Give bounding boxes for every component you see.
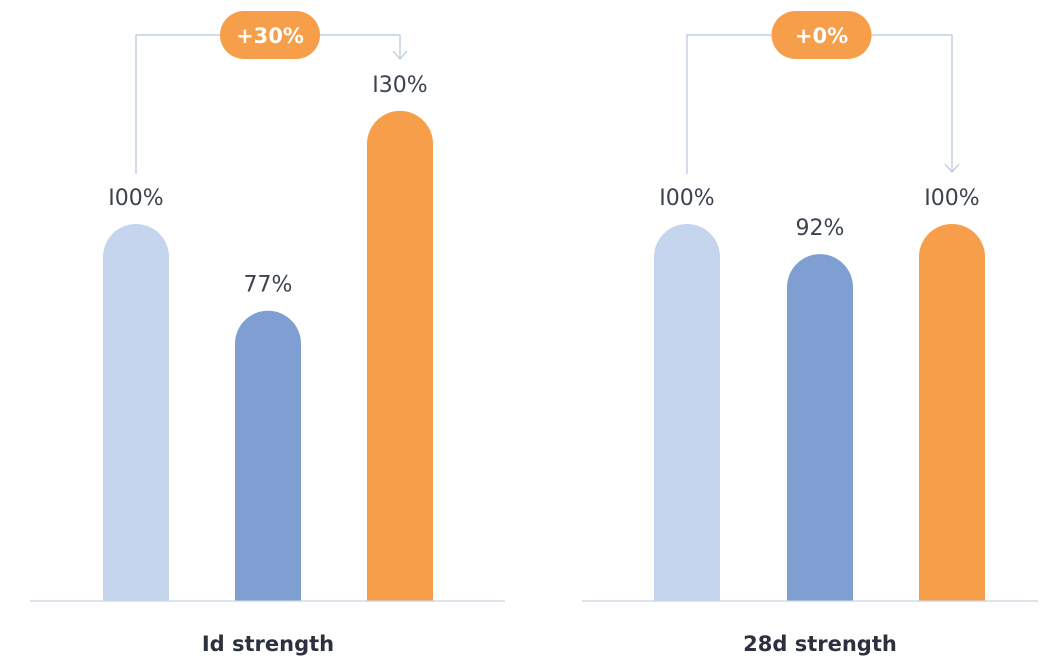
change-badge (771, 11, 872, 59)
x-axis-label: Id strength (202, 632, 334, 656)
connector-arrow-icon (944, 163, 960, 173)
bar-3-value-label: I30% (372, 73, 427, 98)
bar-3 (367, 110, 433, 602)
bar-3-value-label: I00% (924, 186, 979, 211)
bar-1-value-label: I00% (108, 186, 163, 211)
bar-2 (235, 310, 301, 601)
bar-2 (787, 254, 853, 601)
bar-2-value-label: 92% (796, 216, 845, 241)
bar-3 (919, 224, 985, 601)
bar-1 (103, 224, 169, 601)
bar-1-value-label: I00% (659, 186, 714, 211)
bar-1 (654, 224, 720, 601)
chart-panel-1d: I00% 77% I30% +30% Id strength (30, 11, 505, 656)
change-badge-label: +30% (236, 24, 304, 48)
change-badge (220, 11, 320, 59)
x-axis-label: 28d strength (743, 632, 897, 656)
change-badge-label: +0% (795, 24, 848, 48)
bar-2-value-label: 77% (244, 273, 293, 298)
chart-panel-28d: I00% 92% I00% +0% 28d strength (582, 11, 1038, 656)
connector-arrow-icon (392, 50, 408, 60)
